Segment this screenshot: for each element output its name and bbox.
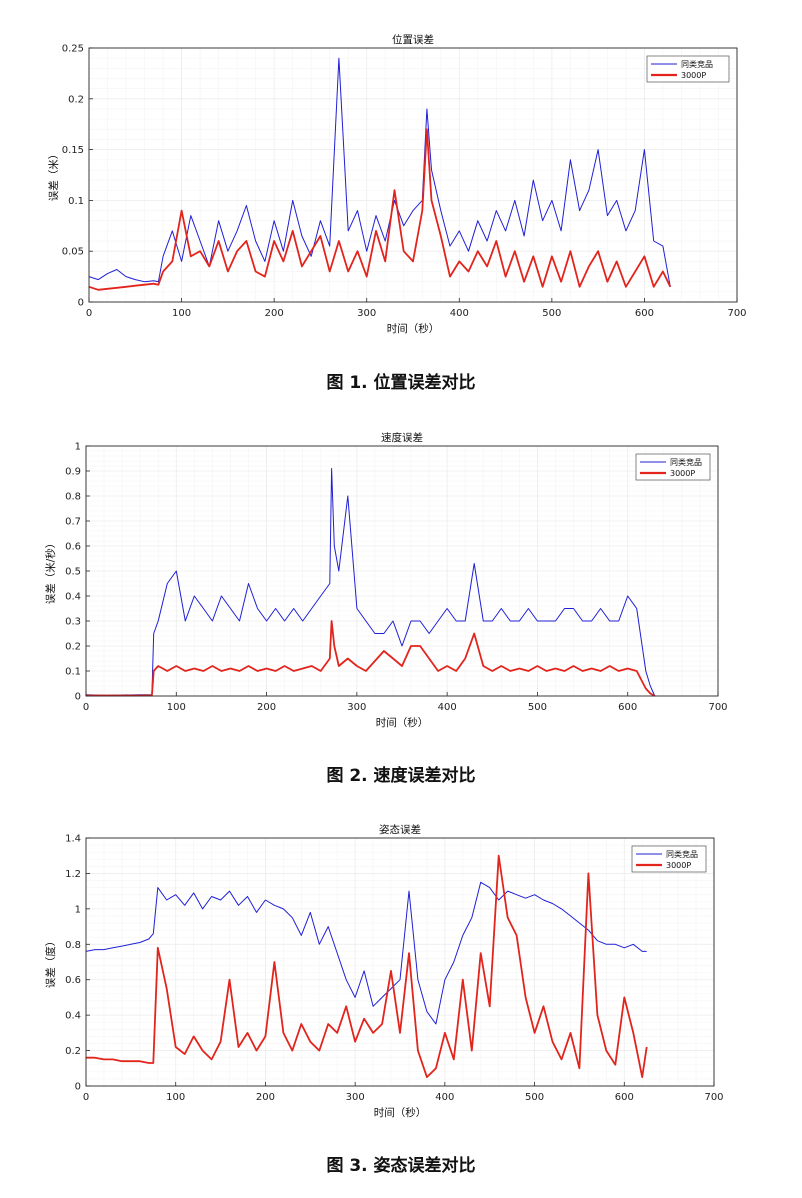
y-tick-label: 0.4	[65, 592, 81, 603]
legend-label: 同类竞品	[670, 457, 702, 467]
x-tick-label: 600	[618, 702, 637, 713]
y-tick-label: 1.2	[65, 869, 81, 880]
legend-label: 同类竞品	[681, 59, 713, 69]
x-tick-label: 300	[347, 702, 366, 713]
y-tick-label: 1	[75, 442, 81, 453]
x-tick-label: 500	[542, 308, 561, 319]
y-tick-label: 0.8	[65, 940, 81, 951]
y-tick-label: 0.2	[65, 1046, 81, 1057]
y-tick-label: 1	[75, 904, 81, 915]
series-line-competitor	[85, 468, 656, 697]
y-tick-label: 1.4	[65, 834, 81, 845]
x-tick-label: 500	[528, 702, 547, 713]
x-tick-label: 400	[450, 308, 469, 319]
x-tick-label: 100	[166, 1092, 185, 1103]
caption-1: 图 1. 位置误差对比	[326, 373, 476, 393]
y-tick-label: 0.05	[62, 247, 84, 258]
x-tick-label: 300	[346, 1092, 365, 1103]
y-tick-label: 0.1	[65, 667, 81, 678]
axes-box	[85, 445, 719, 697]
y-axis-label: 误差（度）	[44, 936, 57, 989]
x-tick-label: 200	[257, 702, 276, 713]
legend-label: 3000P	[670, 469, 695, 478]
x-tick-label: 700	[727, 308, 746, 319]
y-tick-label: 0.5	[65, 567, 81, 578]
y-tick-label: 0.2	[68, 94, 84, 105]
x-axis-label: 时间（秒）	[376, 716, 429, 729]
y-tick-label: 0	[75, 1082, 81, 1093]
y-tick-label: 0.7	[65, 517, 81, 528]
x-tick-label: 700	[704, 1092, 723, 1103]
series-line-3000p	[86, 854, 648, 1079]
x-tick-label: 0	[86, 308, 92, 319]
axes-box	[88, 47, 738, 303]
y-tick-label: 0.9	[65, 467, 81, 478]
y-tick-label: 0.6	[65, 542, 81, 553]
y-tick-label: 0.4	[65, 1011, 81, 1022]
legend-box	[635, 453, 711, 481]
legend-label: 3000P	[666, 861, 691, 870]
chart-title: 速度误差	[381, 431, 423, 444]
legend-label: 同类竞品	[666, 849, 698, 859]
y-tick-label: 0.2	[65, 642, 81, 653]
series-line-competitor	[85, 881, 647, 1025]
x-tick-label: 400	[435, 1092, 454, 1103]
x-axis-label: 时间（秒）	[374, 1106, 427, 1119]
x-tick-label: 0	[83, 1092, 89, 1103]
figure-velocity-error: 0 100 200 300 400 500 600 700 0 0.1 0.2 0.3 0.4 0.5 0.…	[0, 426, 802, 736]
y-tick-label: 0.8	[65, 492, 81, 503]
y-tick-label: 0.25	[62, 44, 84, 55]
caption-2: 图 2. 速度误差对比	[326, 766, 476, 786]
chart-attitude-error: 0 100 200 300 400 500 600 700 0 0.2 0.4 0.6 0.8 1 1.2 1…	[44, 823, 724, 1119]
x-tick-label: 100	[172, 308, 191, 319]
y-tick-label: 0	[75, 692, 81, 703]
x-tick-label: 200	[256, 1092, 275, 1103]
caption-3: 图 3. 姿态误差对比	[326, 1156, 476, 1176]
chart-title: 姿态误差	[379, 823, 421, 836]
legend-box	[646, 55, 730, 83]
y-tick-label: 0	[78, 298, 84, 309]
series-line-competitor	[88, 57, 671, 287]
x-tick-label: 600	[635, 308, 654, 319]
x-tick-label: 500	[525, 1092, 544, 1103]
x-tick-label: 200	[265, 308, 284, 319]
x-tick-label: 0	[83, 702, 89, 713]
y-tick-label: 0.15	[62, 145, 84, 156]
x-tick-label: 700	[708, 702, 727, 713]
chart-velocity-error: 0 100 200 300 400 500 600 700 0 0.1 0.2 0.3 0.4 0.5 0.…	[44, 431, 728, 729]
series-line-3000p	[86, 620, 656, 697]
axes-box	[85, 837, 715, 1087]
x-tick-label: 400	[438, 702, 457, 713]
x-axis-label: 时间（秒）	[387, 322, 440, 335]
figure-position-error: 0 100 200 300 400 500 600 700 0 0.05 0.1 0.15 0.2 0.2…	[0, 28, 802, 348]
figure-attitude-error: 0 100 200 300 400 500 600 700 0 0.2 0.4 0.6 0.8 1 1.2 1…	[0, 818, 802, 1126]
chart-position-error: 0 100 200 300 400 500 600 700 0 0.05 0.1 0.15 0.2 0.2…	[47, 33, 747, 335]
x-tick-label: 100	[167, 702, 186, 713]
y-axis-label: 误差（米）	[47, 149, 60, 202]
y-tick-label: 0.3	[65, 617, 81, 628]
y-tick-label: 0.6	[65, 975, 81, 986]
plot-area	[86, 838, 714, 1086]
y-tick-label: 0.1	[68, 196, 84, 207]
x-tick-label: 300	[357, 308, 376, 319]
legend-box	[631, 845, 707, 873]
x-tick-label: 600	[615, 1092, 634, 1103]
legend-label: 3000P	[681, 71, 706, 80]
y-axis-label: 误差（米/秒）	[44, 538, 57, 605]
series-line-3000p	[88, 128, 672, 291]
chart-title: 位置误差	[392, 33, 434, 46]
